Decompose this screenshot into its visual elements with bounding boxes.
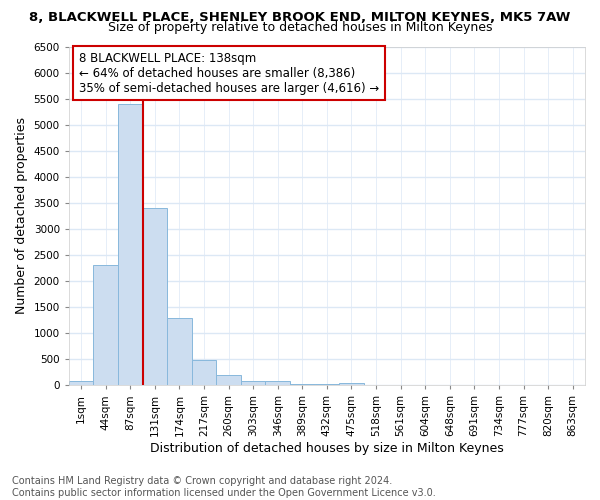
Bar <box>265 381 290 386</box>
Bar <box>69 381 94 386</box>
Bar <box>167 318 192 386</box>
Bar <box>339 382 364 386</box>
Bar <box>94 266 118 386</box>
Bar <box>241 380 265 386</box>
Text: 8, BLACKWELL PLACE, SHENLEY BROOK END, MILTON KEYNES, MK5 7AW: 8, BLACKWELL PLACE, SHENLEY BROOK END, M… <box>29 11 571 24</box>
Bar <box>290 384 314 386</box>
Bar <box>143 208 167 386</box>
Y-axis label: Number of detached properties: Number of detached properties <box>15 118 28 314</box>
X-axis label: Distribution of detached houses by size in Milton Keynes: Distribution of detached houses by size … <box>150 442 504 455</box>
Bar <box>192 360 217 386</box>
Text: 8 BLACKWELL PLACE: 138sqm
← 64% of detached houses are smaller (8,386)
35% of se: 8 BLACKWELL PLACE: 138sqm ← 64% of detac… <box>79 52 379 94</box>
Bar <box>118 104 143 386</box>
Bar <box>217 375 241 386</box>
Text: Size of property relative to detached houses in Milton Keynes: Size of property relative to detached ho… <box>108 22 492 35</box>
Text: Contains HM Land Registry data © Crown copyright and database right 2024.
Contai: Contains HM Land Registry data © Crown c… <box>12 476 436 498</box>
Bar <box>314 384 339 386</box>
